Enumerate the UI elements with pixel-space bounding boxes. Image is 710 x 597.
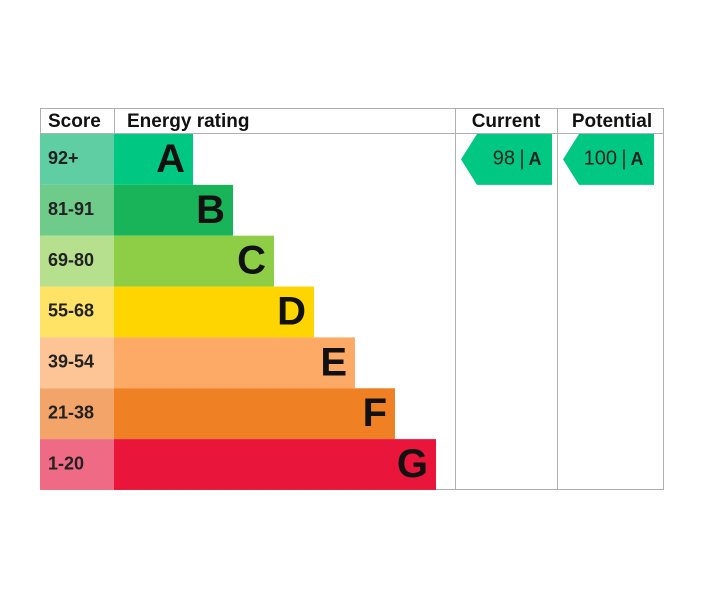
score-cell [40,439,114,490]
rating-value: 100 [584,148,617,170]
band-letter: C [237,239,266,283]
rating-bar [114,439,436,490]
rating-letter: A [529,149,542,169]
band-letter: G [397,442,428,486]
score-cell [40,184,114,236]
score-label: 39-54 [48,352,94,372]
score-cell [40,134,114,185]
score-label: 69-80 [48,250,94,270]
rating-bar [114,337,355,389]
rating-arrow [563,134,654,185]
header-potential: Potential [572,111,652,132]
rating-value: 98 [493,148,515,170]
rating-bar [114,134,193,185]
band-letter: B [196,188,225,232]
rating-arrow [461,134,552,185]
score-label: 92+ [48,148,79,168]
rating-bar [114,235,274,287]
header-energy: Energy rating [127,111,249,132]
band-letter: A [156,137,185,181]
rating-letter: A [631,149,644,169]
header-score: Score [48,111,101,132]
score-cell [40,388,114,440]
header-current: Current [472,111,541,132]
rating-bar [114,388,395,440]
score-label: 1-20 [48,453,84,473]
score-label: 81-91 [48,199,94,219]
score-cell [40,337,114,389]
score-cell [40,286,114,338]
rating-bar [114,286,314,338]
score-cell [40,235,114,287]
rating-bar [114,184,233,236]
score-label: 55-68 [48,301,94,321]
band-letter: F [363,391,387,435]
score-label: 21-38 [48,402,94,422]
band-letter: E [320,340,347,384]
band-letter: D [277,290,306,334]
